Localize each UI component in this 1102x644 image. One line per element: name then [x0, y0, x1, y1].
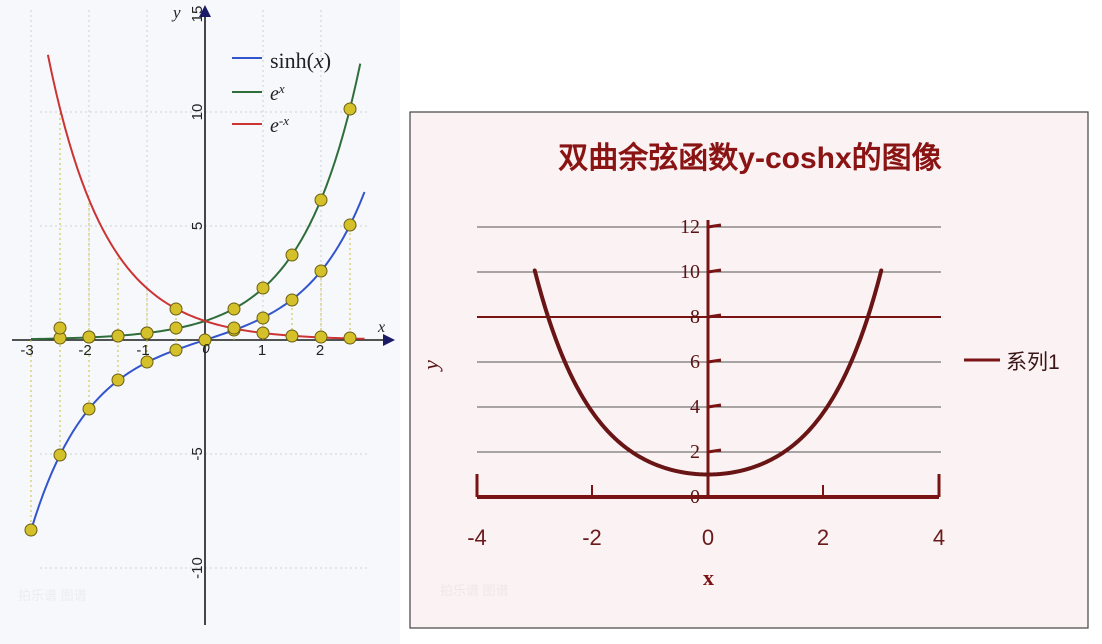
svg-text:-4: -4: [467, 525, 487, 550]
svg-text:2: 2: [316, 342, 324, 359]
svg-text:sinh(x): sinh(x): [270, 48, 331, 73]
svg-text:10: 10: [680, 261, 700, 283]
svg-text:e-x: e-x: [270, 113, 289, 138]
svg-text:0: 0: [702, 525, 714, 550]
svg-text:6: 6: [690, 351, 700, 373]
svg-text:-1: -1: [136, 342, 149, 359]
svg-text:-10: -10: [189, 557, 206, 579]
svg-text:x: x: [377, 319, 385, 336]
svg-text:拍乐谱 图谱: 拍乐谱 图谱: [440, 583, 509, 598]
svg-text:-2: -2: [78, 342, 91, 359]
svg-text:10: 10: [189, 104, 206, 121]
svg-text:-2: -2: [582, 525, 602, 550]
svg-text:双曲余弦函数y-coshx的图像: 双曲余弦函数y-coshx的图像: [558, 141, 941, 175]
svg-text:系列1: 系列1: [1006, 351, 1060, 374]
svg-text:4: 4: [933, 525, 945, 550]
svg-text:1: 1: [258, 342, 266, 359]
svg-text:y: y: [171, 3, 181, 22]
svg-text:8: 8: [690, 306, 700, 328]
svg-text:0: 0: [202, 341, 210, 356]
svg-text:x: x: [703, 565, 714, 590]
svg-text:2: 2: [690, 441, 700, 463]
svg-text:2: 2: [817, 525, 829, 550]
svg-text:12: 12: [680, 216, 700, 238]
svg-text:拍乐谱 图谱: 拍乐谱 图谱: [18, 588, 87, 603]
svg-text:y: y: [418, 360, 443, 372]
svg-text:-3: -3: [20, 342, 33, 359]
svg-text:15: 15: [189, 6, 206, 23]
svg-text:5: 5: [189, 222, 206, 230]
svg-text:-5: -5: [189, 447, 206, 460]
svg-text:ex: ex: [270, 81, 285, 106]
svg-text:4: 4: [690, 396, 700, 418]
